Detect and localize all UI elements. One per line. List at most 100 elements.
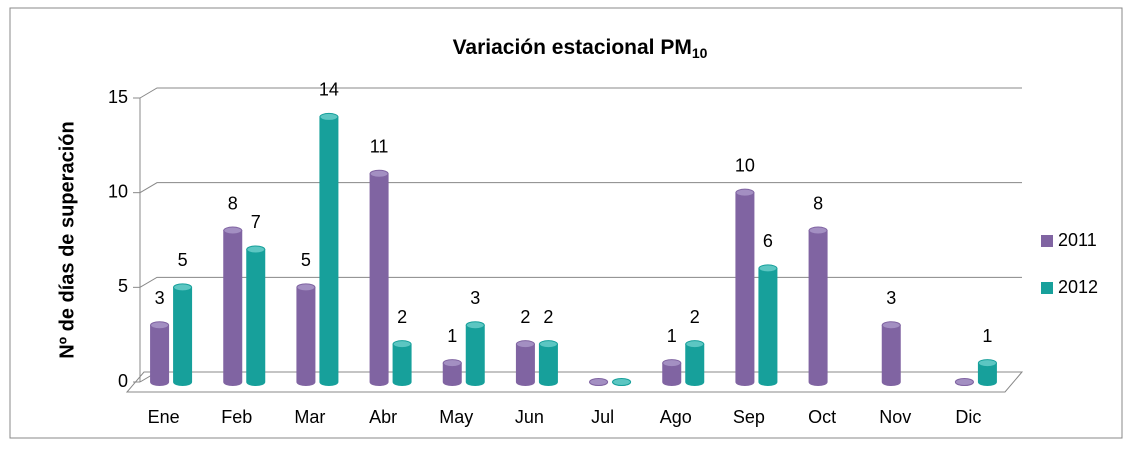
bar xyxy=(173,283,193,386)
bar-top xyxy=(246,245,266,254)
bar-top xyxy=(612,378,632,386)
bar-body xyxy=(369,173,389,386)
value-label: 7 xyxy=(251,212,261,232)
bar-body xyxy=(662,362,682,386)
bar-body xyxy=(735,192,755,386)
bar-body xyxy=(685,343,705,386)
bar-body xyxy=(150,324,170,386)
y-tick-label: 5 xyxy=(118,276,128,296)
y-tick-label: 10 xyxy=(108,181,128,201)
bar-top xyxy=(392,340,412,349)
bar-top xyxy=(538,340,558,349)
bar xyxy=(662,359,682,386)
value-label: 1 xyxy=(667,326,677,346)
bar-body xyxy=(246,248,266,386)
bar-body xyxy=(758,267,778,386)
x-tick-label: Dic xyxy=(955,407,981,427)
value-label: 6 xyxy=(763,231,773,251)
chart-frame xyxy=(9,7,1123,439)
value-label: 3 xyxy=(470,288,480,308)
bar-body xyxy=(465,324,485,386)
bar xyxy=(246,245,266,386)
x-tick-label: Ene xyxy=(148,407,180,427)
bar xyxy=(369,169,389,386)
value-label: 2 xyxy=(543,307,553,327)
bar-body xyxy=(881,324,901,386)
bar xyxy=(612,378,632,386)
grid-line xyxy=(139,276,1022,288)
bar-top xyxy=(319,112,339,121)
bar xyxy=(977,359,997,386)
bar xyxy=(392,340,412,386)
bar xyxy=(881,321,901,386)
bar-body xyxy=(223,230,243,386)
legend-swatch xyxy=(1041,282,1053,294)
bar xyxy=(515,340,535,386)
value-label: 10 xyxy=(735,155,755,175)
grid-line xyxy=(139,182,1022,194)
x-tick-label: Sep xyxy=(733,407,765,427)
title-subscript: 10 xyxy=(692,45,708,61)
value-label: 3 xyxy=(886,288,896,308)
bar-body xyxy=(319,116,339,386)
bar-top xyxy=(685,340,705,349)
x-tick-label: Ago xyxy=(660,407,692,427)
bar-top xyxy=(465,321,485,330)
value-label: 1 xyxy=(447,326,457,346)
bar-top xyxy=(173,283,193,292)
bar xyxy=(150,321,170,386)
bar-body xyxy=(515,343,535,386)
bar-body xyxy=(977,362,997,386)
bar-body xyxy=(538,343,558,386)
bar-body xyxy=(808,230,828,386)
bar-top xyxy=(977,359,997,368)
bar-body xyxy=(392,343,412,386)
bar-body xyxy=(442,362,462,386)
value-label: 11 xyxy=(370,136,389,156)
value-label: 2 xyxy=(520,307,530,327)
bar-body xyxy=(296,286,316,386)
bar xyxy=(319,112,339,386)
bar xyxy=(538,340,558,386)
bar xyxy=(296,283,316,386)
bar xyxy=(442,359,462,386)
bar-top xyxy=(808,226,828,235)
bar xyxy=(685,340,705,386)
value-label: 2 xyxy=(690,307,700,327)
chart-title: Variación estacional PM10 xyxy=(453,36,708,61)
x-tick-label: Mar xyxy=(294,407,325,427)
value-label: 8 xyxy=(228,193,238,213)
grid-line xyxy=(139,87,1022,99)
value-label: 5 xyxy=(178,250,188,270)
bar xyxy=(808,226,828,386)
x-tick-label: Oct xyxy=(808,407,836,427)
value-label: 8 xyxy=(813,193,823,213)
y-axis-label: Nº de días de superación xyxy=(56,121,78,358)
legend-label: 2011 xyxy=(1058,230,1097,250)
value-label: 2 xyxy=(397,307,407,327)
bar-top xyxy=(735,188,755,197)
bar xyxy=(735,188,755,386)
bar-body xyxy=(173,286,193,386)
bar-top xyxy=(515,340,535,349)
value-label: 5 xyxy=(301,250,311,270)
y-tick-label: 0 xyxy=(118,371,128,391)
x-tick-label: Jul xyxy=(591,407,614,427)
bar xyxy=(223,226,243,386)
bar xyxy=(954,378,974,386)
value-label: 3 xyxy=(155,288,165,308)
bar-top xyxy=(589,378,609,386)
bar-top xyxy=(758,264,778,273)
bar-top xyxy=(150,321,170,330)
bar xyxy=(465,321,485,386)
bar-top xyxy=(954,378,974,386)
bar-top xyxy=(662,359,682,368)
legend-swatch xyxy=(1041,235,1053,247)
bar-top xyxy=(881,321,901,330)
y-tick-label: 15 xyxy=(108,87,128,107)
x-tick-label: May xyxy=(439,407,473,427)
x-tick-label: Nov xyxy=(879,407,911,427)
legend-label: 2012 xyxy=(1058,277,1098,297)
x-tick-label: Jun xyxy=(515,407,544,427)
bar xyxy=(589,378,609,386)
